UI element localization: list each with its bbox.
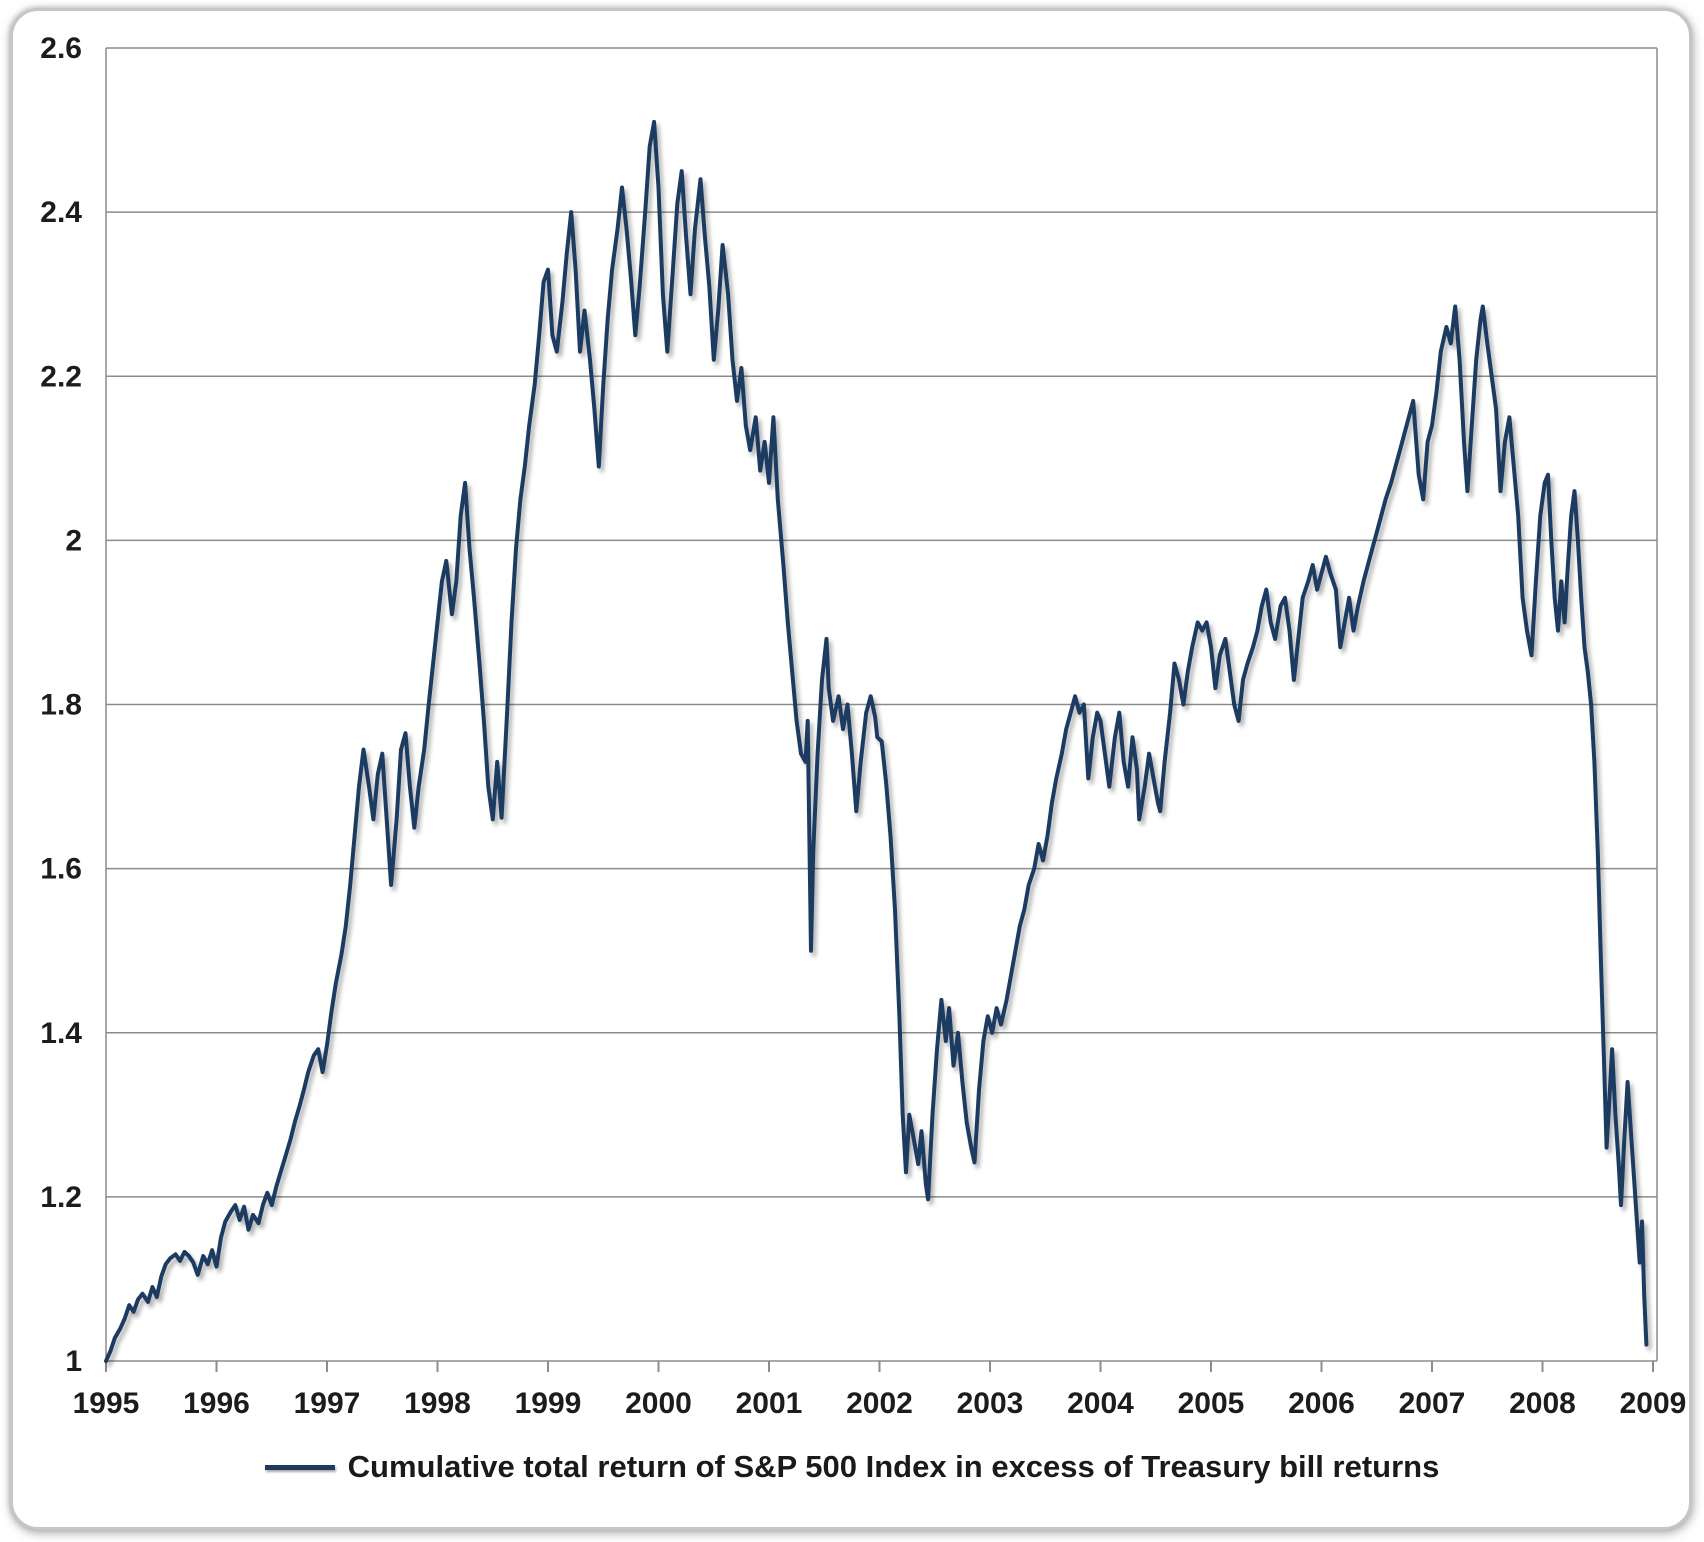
y-tick-label: 1 (65, 1345, 82, 1378)
y-tick-label: 2 (65, 524, 82, 557)
x-axis-ticks (105, 1361, 1654, 1372)
x-tick-label: 2000 (625, 1387, 692, 1420)
y-tick-label: 1.8 (40, 689, 82, 722)
x-tick-label: 2004 (1067, 1387, 1134, 1420)
x-axis-labels: 1995 1996 1997 1998 1999 2000 2001 2002 2003 2004… (73, 1387, 1687, 1420)
y-tick-label: 2.4 (40, 196, 82, 229)
chart-panel (10, 8, 1692, 1530)
plot-border (105, 48, 1658, 1361)
x-tick-label: 2005 (1178, 1387, 1245, 1420)
y-tick-label: 2.2 (40, 360, 82, 393)
x-tick-label: 2008 (1509, 1387, 1576, 1420)
y-tick-label: 2.6 (40, 32, 82, 65)
x-tick-label: 2001 (736, 1387, 803, 1420)
x-tick-label: 2007 (1399, 1387, 1466, 1420)
legend-label: Cumulative total return of S&P 500 Index… (347, 1449, 1440, 1484)
x-tick-label: 1998 (404, 1387, 471, 1420)
series-line (104, 119, 1649, 1363)
x-tick-label: 2003 (957, 1387, 1024, 1420)
x-tick-label: 1996 (183, 1387, 250, 1420)
y-tick-label: 1.6 (40, 853, 82, 886)
legend: Cumulative total return of S&P 500 Index… (0, 1449, 1704, 1485)
x-tick-label: 2009 (1620, 1387, 1687, 1420)
x-tick-label: 1997 (294, 1387, 361, 1420)
legend-line-swatch (264, 1464, 335, 1470)
gridlines (106, 47, 1657, 1362)
x-tick-label: 1999 (515, 1387, 582, 1420)
y-axis-labels: 2.6 2.4 2.2 2 1.8 1.6 1.4 1.2 1 (40, 32, 82, 1378)
y-tick-label: 1.2 (40, 1181, 82, 1214)
y-tick-label: 1.4 (40, 1017, 82, 1050)
x-tick-label: 1995 (73, 1387, 140, 1420)
x-tick-label: 2006 (1288, 1387, 1355, 1420)
x-tick-label: 2002 (846, 1387, 913, 1420)
